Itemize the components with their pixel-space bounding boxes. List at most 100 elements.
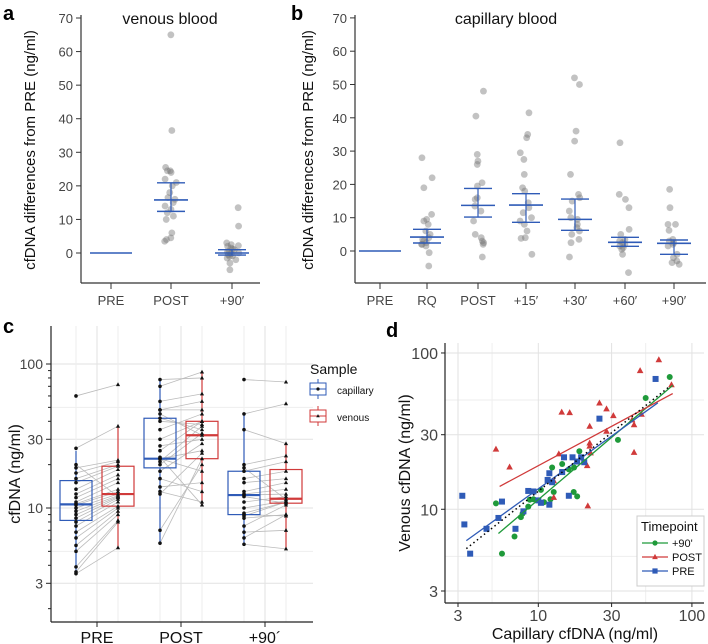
x-tick-label: 3: [454, 608, 463, 625]
data-point: [115, 503, 121, 508]
data-point: [226, 266, 234, 274]
data-point: [226, 259, 234, 267]
data-point: [242, 489, 246, 494]
data-point: [625, 269, 632, 277]
pair-line: [75, 482, 119, 503]
data-point: [567, 171, 574, 178]
pair-line: [159, 478, 203, 492]
data-point: [199, 411, 205, 416]
data-point: [420, 217, 428, 225]
panel-letter-b: b: [291, 3, 303, 25]
data-point: [74, 487, 78, 492]
data-point: [167, 234, 175, 242]
data-point: [74, 512, 78, 517]
pair-line: [75, 505, 119, 533]
pair-line: [75, 465, 119, 484]
data-point: [565, 492, 572, 499]
data-point: [74, 565, 78, 569]
pair-line: [159, 420, 203, 452]
data-point: [617, 230, 625, 238]
data-point: [74, 530, 78, 534]
pair-line: [75, 521, 119, 573]
y-tick-label: 3: [35, 575, 43, 591]
data-point: [516, 149, 524, 157]
data-point: [167, 169, 175, 176]
data-point: [283, 480, 289, 485]
data-point: [575, 190, 582, 198]
x-tick-label: +90′: [220, 293, 245, 308]
pair-line: [243, 514, 287, 519]
pair-line: [75, 514, 119, 552]
data-point: [161, 175, 169, 183]
y-tick-label: 20: [59, 179, 73, 194]
y-tick-label: 30: [333, 144, 347, 159]
data-point: [525, 503, 532, 510]
data-point: [115, 462, 121, 467]
data-point: [425, 262, 433, 270]
data-point: [166, 167, 174, 175]
data-point: [664, 220, 672, 228]
data-point: [242, 536, 246, 540]
pair-line: [159, 443, 203, 472]
data-point: [521, 234, 529, 242]
data-point: [576, 194, 584, 202]
data-point: [74, 520, 78, 524]
data-point: [242, 469, 246, 474]
data-point: [558, 408, 566, 415]
pair-line: [159, 417, 203, 431]
data-point: [199, 375, 205, 380]
data-point: [423, 215, 431, 223]
data-point: [242, 511, 246, 516]
data-point: [283, 476, 289, 481]
data-point: [242, 530, 246, 534]
data-point: [525, 487, 532, 494]
data-point: [158, 377, 162, 382]
data-point: [158, 541, 162, 545]
data-point: [158, 412, 162, 416]
data-point: [517, 234, 525, 242]
y-tick-label: 10: [27, 500, 43, 516]
data-point: [235, 222, 242, 230]
data-point: [170, 212, 177, 220]
data-point: [168, 127, 176, 134]
data-point: [283, 513, 289, 518]
data-point: [567, 239, 575, 247]
data-point: [568, 230, 576, 238]
data-point: [670, 254, 677, 262]
data-point: [622, 195, 629, 203]
legend-marker: [652, 568, 658, 574]
panel-d-ylabel: Venous cfDNA (ng/ml): [397, 394, 414, 551]
data-point: [550, 493, 558, 500]
data-point: [283, 494, 289, 499]
data-point: [199, 432, 205, 437]
pair-line: [75, 461, 119, 474]
data-point: [115, 467, 121, 472]
data-point: [603, 427, 610, 434]
data-point: [199, 499, 205, 504]
pair-line: [159, 371, 203, 387]
data-point: [665, 226, 673, 234]
data-point: [549, 479, 556, 486]
data-point: [115, 512, 121, 517]
data-point: [519, 184, 526, 192]
legend-box: [636, 515, 705, 587]
panel-a: a venous blood cfDNA differences from PR…: [3, 3, 260, 308]
data-point: [115, 489, 121, 494]
data-point: [666, 204, 674, 212]
pair-line: [159, 438, 203, 447]
data-point: [581, 459, 588, 466]
pair-line: [159, 450, 203, 460]
data-point: [74, 480, 78, 485]
data-point: [512, 525, 519, 532]
data-point: [570, 488, 577, 495]
data-point: [425, 249, 433, 257]
data-point: [158, 462, 162, 467]
data-point: [74, 524, 78, 528]
y-tick-label: 20: [333, 177, 347, 192]
panel-a-title: venous blood: [122, 11, 217, 28]
panel-letter-d: d: [386, 320, 398, 342]
legend-marker: [652, 553, 658, 560]
data-point: [672, 220, 679, 228]
data-point: [473, 194, 481, 202]
data-point: [566, 409, 573, 416]
